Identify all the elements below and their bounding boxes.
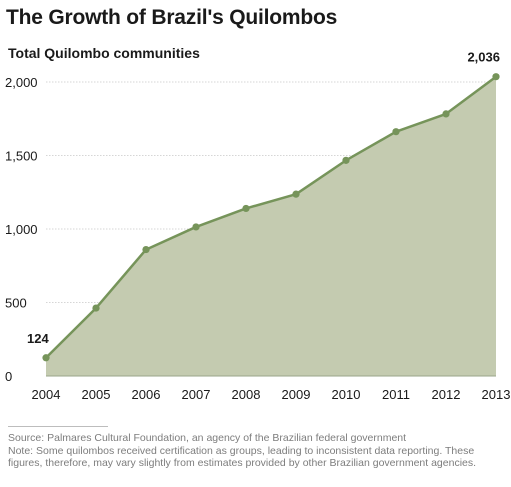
y-tick-label-0: 0 [5,369,12,384]
footer: Source: Palmares Cultural Foundation, an… [8,432,508,470]
data-point-2012 [442,110,450,118]
data-point-2004 [42,354,50,362]
x-tick-label-2012: 2012 [432,387,461,402]
x-tick-label-2008: 2008 [232,387,261,402]
y-axis-title: Total Quilombo communities [8,45,200,61]
y-tick-label-1500: 1,500 [5,149,38,164]
y-tick-label-1000: 1,000 [5,222,38,237]
x-tick-label-2004: 2004 [32,387,61,402]
x-tick-label-2007: 2007 [182,387,211,402]
y-tick-label-2000: 2,000 [5,75,38,90]
footer-divider [8,426,108,427]
data-label-2013: 2,036 [467,50,500,65]
data-point-2011 [392,128,400,136]
data-point-2013 [492,73,500,81]
data-point-2008 [242,204,250,213]
source-note: Source: Palmares Cultural Foundation, an… [8,432,407,444]
series-area [46,76,496,376]
data-point-2006 [142,245,150,254]
chart-plot: 0 500 1,000 1,500 2,000 2004 2005 2006 2007 2008 2… [5,50,511,402]
data-point-2009 [292,190,300,198]
series-line [45,75,497,359]
methodology-note: Note: Some quilombos received certificat… [8,444,477,470]
y-tick-label-500: 500 [5,296,27,311]
x-tick-label-2005: 2005 [82,387,111,402]
x-tick-label-2006: 2006 [132,387,161,402]
data-point-2007 [192,223,200,231]
x-tick-label-2010: 2010 [332,387,361,402]
data-point-2010 [342,156,350,164]
x-tick-label-2013: 2013 [482,387,511,402]
chart-title: The Growth of Brazil's Quilombos [6,6,338,29]
x-tick-label-2009: 2009 [282,387,311,402]
data-point-2005 [92,304,100,312]
x-tick-label-2011: 2011 [382,387,410,402]
data-label-2004: 124 [27,331,49,346]
